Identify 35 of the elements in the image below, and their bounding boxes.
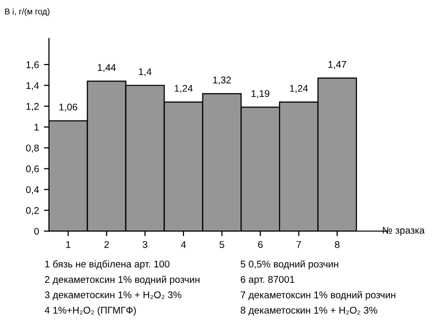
y-axis-title: В і, г/(м год) [5,8,50,16]
text: 4 1%+H₂O₂ (ПГМГФ) [44,306,136,316]
y-tick-label: 0,8 [26,144,39,153]
x-tick-label: 2 [104,241,109,248]
text: 1 бязь не відбілена арт. 100 [45,260,170,270]
data-label: 1,47 [328,61,346,69]
y-tick-label: 0,6 [26,165,39,174]
x-tick-label: 8 [334,241,340,248]
data-label: 1,4 [139,68,152,76]
y-tick-label: 0 [34,228,39,235]
x-tick-label: 7 [296,241,301,248]
data-label: 1,24 [290,84,308,93]
y-tick-label: 1 [34,124,39,131]
text: 8 декаметоскин 1% + H₂O₂ 3% [240,306,378,316]
text: 5 0,5% водний розчин [240,260,338,270]
y-tick-label: 1,2 [26,102,39,111]
x-tick-label: 4 [180,241,186,248]
text: 6 арт. 87001 [240,276,294,285]
data-label: 1,06 [59,104,78,112]
y-tick-label: 1,4 [26,82,39,90]
text: 7 декаметоксин 1% водний розчин [240,291,396,300]
y-tick-label: 0,2 [26,207,39,216]
data-label: 1,44 [98,64,116,72]
data-label: 1,32 [213,76,231,85]
x-axis-title: № зразка [382,226,425,236]
x-tick-label: 1 [66,241,70,248]
y-tick-label: 0,4 [26,186,39,194]
text: 3 декаметоскин 1% + H₂O₂ 3% [44,291,182,300]
y-tick-label: 1,6 [26,61,39,70]
x-tick-label: 3 [142,241,148,248]
data-label: 1,19 [252,90,270,98]
text: 2 декаметоксин 1% водний розчин [44,276,200,285]
x-tick-label: 6 [258,241,263,248]
data-label: 1,24 [174,84,193,93]
x-tick-label: 5 [220,241,224,248]
